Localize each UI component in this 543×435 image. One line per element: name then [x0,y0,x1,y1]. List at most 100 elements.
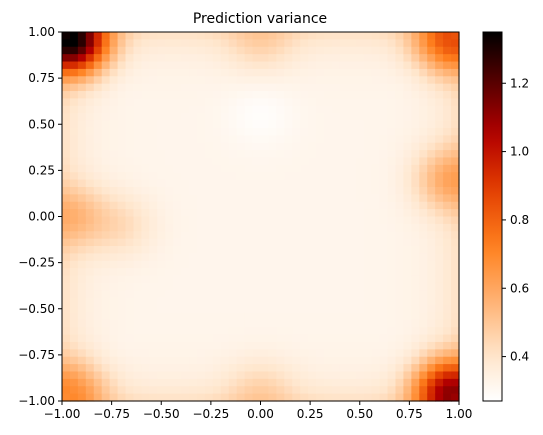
heatmap-cell [62,68,71,77]
heatmap-cell [371,341,381,350]
heatmap-cell [189,135,198,144]
heatmap-cell [419,164,428,173]
heatmap-cell [189,327,198,336]
heatmap-cell [331,39,341,48]
heatmap-cell [62,91,71,100]
heatmap-cell [427,46,436,55]
heatmap-cell [427,142,436,151]
heatmap-cell [411,349,420,358]
heatmap-cell [236,378,246,387]
heatmap-cell [101,179,111,188]
heatmap-cell [157,312,166,321]
heatmap-cell [443,105,452,114]
heatmap-cell [252,120,262,129]
heatmap-cell [62,371,71,380]
heatmap-cell [212,349,222,358]
heatmap-cell [300,68,309,77]
heatmap-cell [252,238,262,247]
heatmap-cell [204,142,214,151]
heatmap-cell [173,39,182,48]
heatmap-cell [204,349,214,358]
heatmap-cell [173,327,182,336]
heatmap-cell [300,150,309,159]
heatmap-cell [220,76,230,85]
heatmap-cell [268,209,277,218]
heatmap-cell [411,91,420,100]
heatmap-cell [260,253,270,262]
heatmap-cell [268,282,277,291]
heatmap-cell [204,371,214,380]
heatmap-cell [276,297,285,306]
heatmap-cell [236,98,246,107]
heatmap-cell [308,201,317,210]
heatmap-cell [451,76,460,85]
heatmap-cell [260,209,270,218]
heatmap-cell [125,46,135,55]
heatmap-cell [260,371,270,380]
heatmap-cell [85,371,95,380]
heatmap-cell [419,32,428,40]
heatmap-cell [77,341,87,350]
heatmap-cell [363,393,373,402]
heatmap-cell [324,290,333,299]
heatmap-cell [212,157,222,166]
heatmap-cell [252,349,262,358]
heatmap-cell [292,216,301,225]
heatmap-cell [77,76,87,85]
heatmap-cell [173,282,182,291]
heatmap-cell [117,231,127,240]
heatmap-cell [331,209,341,218]
heatmap-cell [419,127,428,136]
heatmap-cell [125,290,135,299]
heatmap-cell [244,364,254,373]
heatmap-cell [427,113,436,122]
heatmap-cell [228,194,238,203]
heatmap-cell [165,46,174,55]
heatmap-cell [316,54,325,63]
heatmap-cell [308,209,317,218]
heatmap-cell [69,349,79,358]
heatmap-cell [252,194,262,203]
heatmap-cell [85,386,95,395]
heatmap-cell [165,246,174,254]
heatmap-cell [451,179,460,188]
heatmap-cell [284,194,293,203]
heatmap-cell [189,223,198,232]
heatmap-cell [260,246,270,254]
heatmap-cell [419,76,428,85]
heatmap-cell [308,334,317,343]
heatmap-cell [69,172,79,181]
heatmap-cell [419,238,428,247]
heatmap-cell [284,223,293,232]
heatmap-cell [276,312,285,321]
heatmap-cell [347,275,357,284]
colorbar-frame [482,31,503,402]
x-tick-label: −1.00 [44,407,81,421]
heatmap-cell [69,327,79,336]
heatmap-cell [196,356,206,365]
heatmap-cell [252,297,262,306]
heatmap-cell [411,39,420,48]
heatmap-cell [93,32,103,40]
heatmap-cell [212,386,222,395]
heatmap-cell [355,98,365,107]
heatmap-cell [324,209,333,218]
heatmap-cell [411,68,420,77]
heatmap-cell [85,135,95,144]
heatmap-cell [355,305,365,314]
heatmap-cell [363,371,373,380]
heatmap-cell [355,120,365,129]
colorbar-tick-label: 0.8 [510,213,529,227]
heatmap-cell [173,386,182,395]
heatmap-cell [395,39,405,48]
heatmap-cell [204,297,214,306]
heatmap-cell [419,253,428,262]
heatmap-cell [292,127,301,136]
heatmap-cell [443,231,452,240]
heatmap-cell [387,98,397,107]
heatmap-cell [268,312,277,321]
heatmap-cell [347,120,357,129]
heatmap-cell [133,319,142,328]
heatmap-cell [62,76,71,85]
heatmap-cell [181,349,190,358]
